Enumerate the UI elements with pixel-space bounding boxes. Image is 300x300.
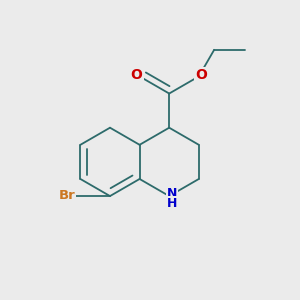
Text: N: N — [167, 187, 177, 200]
Text: Br: Br — [58, 189, 75, 202]
Text: O: O — [195, 68, 207, 82]
Text: H: H — [167, 197, 177, 210]
Text: O: O — [131, 68, 142, 82]
